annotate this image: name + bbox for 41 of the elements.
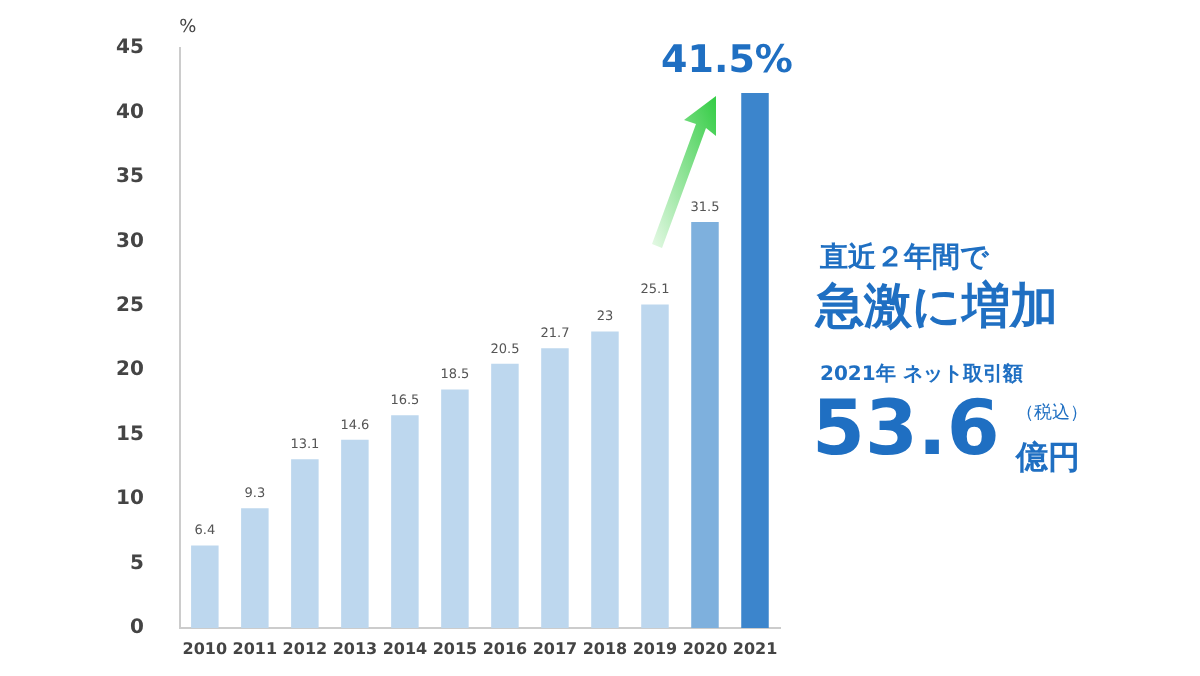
- x-tick-label: 2015: [432, 639, 479, 658]
- y-tick-label: 25: [115, 294, 144, 317]
- y-tick-label: 35: [115, 166, 144, 189]
- x-tick-label: 2018: [582, 639, 629, 658]
- bar: [541, 348, 569, 628]
- y-tick-label: 5: [129, 552, 144, 575]
- x-tick-label: 2019: [632, 639, 679, 658]
- text: （税込）: [1016, 404, 1088, 426]
- text: 急激に増加: [816, 278, 1058, 334]
- x-tick-label: 2016: [482, 639, 529, 658]
- y-tick-label: 30: [115, 230, 144, 253]
- bar: [741, 93, 769, 628]
- bar: [241, 508, 269, 628]
- text: 直近２年間で: [820, 242, 988, 275]
- bar: [491, 363, 519, 628]
- bar: [441, 389, 469, 628]
- x-tick-label: 2010: [182, 639, 228, 658]
- y-axis-title: %: [179, 17, 198, 38]
- bar: [341, 439, 369, 628]
- data-label: 41.5%: [661, 37, 793, 82]
- bar: [641, 304, 669, 628]
- x-tick-label: 2020: [682, 639, 729, 658]
- y-tick-label: 15: [115, 423, 144, 446]
- text: 億円: [1016, 438, 1080, 476]
- text: 53.6: [812, 384, 1000, 472]
- x-tick-label: 2011: [232, 639, 278, 658]
- y-tick-label: 20: [115, 359, 144, 382]
- x-tick-label: 2013: [332, 639, 378, 658]
- bar: [191, 545, 219, 628]
- y-tick-label: 10: [115, 488, 144, 511]
- x-tick-label: 2012: [282, 639, 328, 658]
- y-tick-label: 0: [129, 617, 144, 640]
- y-tick-label: 45: [115, 37, 144, 60]
- bar: [291, 459, 319, 628]
- y-tick-label: 40: [115, 101, 144, 124]
- text: 2021年 ネット取引額: [820, 364, 1023, 386]
- x-tick-label: 2017: [532, 639, 578, 658]
- x-tick-label: 2014: [382, 639, 429, 658]
- bar: [591, 331, 619, 628]
- x-tick-label: 2021: [732, 639, 779, 658]
- bar: [391, 415, 419, 628]
